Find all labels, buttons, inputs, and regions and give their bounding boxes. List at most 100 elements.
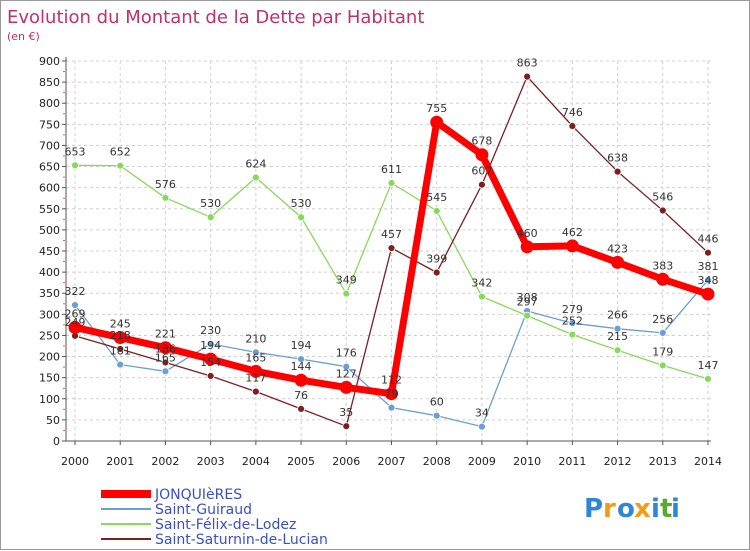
data-label-0: 165 [245, 351, 266, 364]
data-label-2: 624 [245, 158, 266, 171]
data-label-2: 653 [65, 145, 86, 158]
data-label-2: 215 [607, 330, 628, 343]
data-label-0: 755 [426, 102, 447, 115]
series-point-1 [251, 348, 260, 357]
series-point-2 [116, 161, 125, 170]
data-label-1: 256 [652, 313, 673, 326]
y-tick-label: 450 [39, 245, 60, 258]
logo-letter: i [651, 494, 660, 524]
data-label-1: 279 [562, 303, 583, 316]
y-tick-label: 550 [39, 203, 60, 216]
series-point-0 [339, 380, 353, 394]
data-label-1: 308 [517, 291, 538, 304]
x-tick-label: 2001 [106, 455, 134, 468]
data-label-2: 530 [291, 197, 312, 210]
logo-letter: P [584, 494, 603, 524]
data-label-0: 194 [200, 339, 221, 352]
x-tick-label: 2010 [513, 455, 541, 468]
data-label-0: 144 [291, 360, 312, 373]
series-point-0 [475, 148, 489, 162]
series-point-3 [251, 387, 260, 396]
series-point-0 [611, 255, 625, 269]
series-point-3 [478, 180, 486, 189]
data-label-3: 457 [381, 228, 402, 241]
data-label-2: 179 [652, 345, 673, 358]
series-point-1 [206, 339, 215, 348]
x-tick-label: 2013 [649, 455, 677, 468]
series-point-0 [294, 373, 308, 387]
data-label-0: 127 [336, 367, 357, 380]
y-tick-label: 800 [39, 97, 60, 110]
data-label-0: 348 [698, 274, 719, 287]
series-point-1 [568, 319, 577, 328]
legend-label-0: JONQUIèRES [154, 487, 242, 503]
x-tick-label: 2012 [604, 455, 632, 468]
data-label-0: 383 [652, 259, 673, 272]
legend-label-3: Saint-Saturnin-de-Lucian [155, 532, 328, 548]
series-point-3 [342, 422, 351, 431]
data-label-3: 249 [65, 316, 86, 329]
x-tick-label: 2014 [694, 455, 722, 468]
series-point-2 [342, 289, 351, 298]
y-tick-label: 300 [39, 308, 60, 321]
series-point-3 [432, 268, 441, 277]
data-label-1: 79 [385, 388, 399, 401]
legend-label-2: Saint-Félix-de-Lodez [155, 517, 296, 533]
x-tick-label: 2008 [423, 455, 451, 468]
y-tick-label: 250 [39, 329, 60, 342]
data-label-2: 147 [698, 359, 719, 372]
data-label-0: 678 [471, 135, 492, 148]
x-tick-label: 2007 [378, 455, 406, 468]
series-point-2 [704, 375, 712, 383]
series-point-0 [204, 352, 218, 366]
series-point-3 [704, 248, 712, 257]
chart-subtitle: (en €) [7, 30, 40, 43]
series-point-2 [568, 330, 577, 339]
logo-letter: r [603, 494, 616, 524]
x-tick-label: 2006 [332, 455, 360, 468]
data-label-2: 530 [200, 197, 221, 210]
y-tick-label: 700 [39, 139, 60, 152]
series-point-1 [432, 411, 441, 420]
data-label-2: 652 [110, 146, 131, 159]
series-point-0 [701, 287, 715, 301]
data-label-0: 462 [562, 226, 583, 239]
series-point-3 [613, 167, 622, 176]
data-label-3: 218 [110, 329, 131, 342]
data-label-3: 76 [294, 389, 308, 402]
series-point-1 [478, 422, 486, 431]
data-label-0: 112 [381, 374, 402, 387]
series-point-1 [658, 329, 667, 337]
series-point-3 [387, 244, 396, 252]
x-tick-label: 2011 [558, 455, 586, 468]
data-label-3: 154 [200, 356, 221, 369]
series-point-0 [430, 115, 444, 129]
data-label-3: 607 [471, 165, 492, 178]
series-point-1 [297, 355, 305, 363]
data-labels: 322 181 165 230 210 194 176 79 60 34 308 279 266 256 3… [65, 57, 719, 420]
series-point-1 [116, 360, 125, 369]
logo-letter: t [660, 494, 672, 524]
data-label-0: 245 [110, 318, 131, 331]
x-tick-label: 2000 [61, 455, 89, 468]
series-point-2 [658, 361, 667, 370]
series-point-1 [161, 367, 170, 376]
series-point-2 [206, 213, 215, 222]
data-label-0: 460 [517, 227, 538, 240]
data-label-1: 181 [110, 345, 131, 358]
series-point-2 [523, 311, 532, 320]
data-label-3: 35 [339, 406, 353, 419]
data-label-1: 194 [291, 339, 312, 352]
data-label-3: 117 [245, 372, 266, 385]
series-point-1 [387, 403, 396, 412]
data-label-0: 423 [607, 242, 628, 255]
data-label-1: 165 [155, 351, 176, 364]
data-label-2: 252 [562, 315, 583, 328]
data-label-1: 381 [698, 260, 719, 273]
y-tick-label: 900 [39, 55, 60, 68]
y-tick-label: 100 [39, 393, 60, 406]
data-label-2: 349 [336, 274, 357, 287]
y-tick-label: 600 [39, 182, 60, 195]
